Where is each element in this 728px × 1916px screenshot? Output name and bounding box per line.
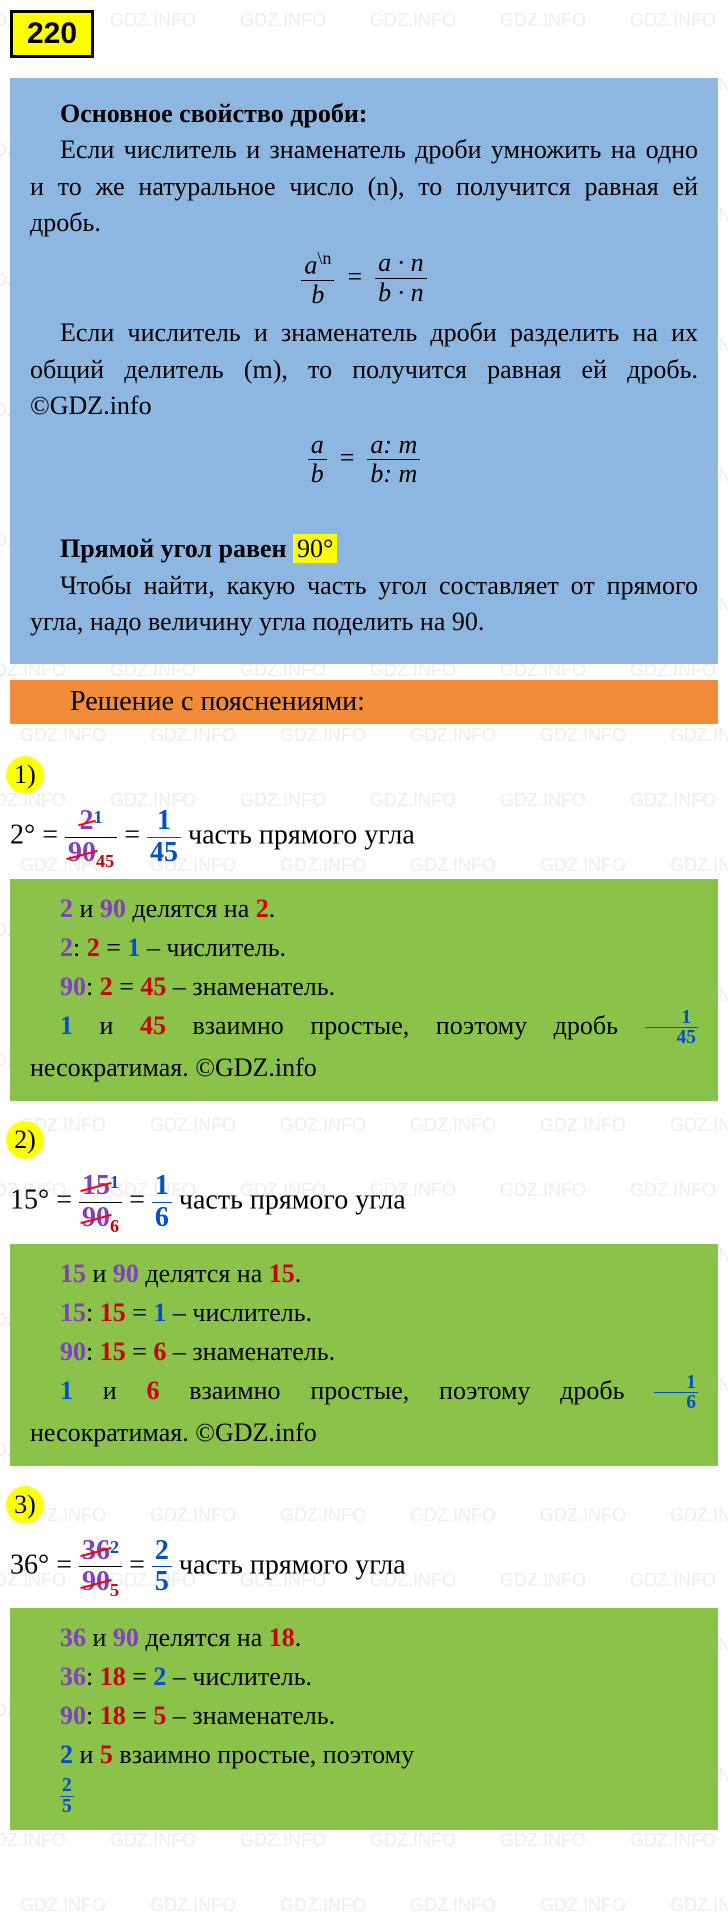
theory-para1: Если числитель и знаменатель дроби умнож… — [30, 132, 698, 241]
theory-hint: Чтобы найти, какую часть угол составляет… — [30, 568, 698, 641]
formula-2: a b = a: m b: m — [30, 425, 698, 495]
solution-header: Решение с пояснениями: — [10, 680, 718, 724]
item-number-badge: 1) — [6, 756, 44, 794]
right-angle-line: Прямой угол равен 90° — [30, 531, 698, 567]
explanation-box: 2 и 90 делятся на 2.2: 2 = 1 – числитель… — [10, 879, 718, 1101]
theory-para2: Если числитель и знаменатель дроби разде… — [30, 315, 698, 424]
formula2-left: a b — [308, 431, 327, 489]
solution-item: 3) 36° = 362905 = 25 часть прямого угла36… — [0, 1474, 728, 1831]
item-number-badge: 2) — [6, 1121, 44, 1159]
answer-line: 15° = 151906 = 16 часть прямого угла — [0, 1167, 728, 1244]
answer-line: 2° = 219045 = 145 часть прямого угла — [0, 802, 728, 879]
solution-item: 2) 15° = 151906 = 16 часть прямого угла15… — [0, 1109, 728, 1466]
formula-1: a\n b = a · n b · n — [30, 242, 698, 316]
formula1-right: a · n b · n — [375, 249, 427, 307]
angle-highlight: 90° — [293, 534, 337, 563]
theory-heading: Основное свойство дроби: — [30, 96, 698, 132]
theory-box: Основное свойство дроби: Если числитель … — [10, 78, 718, 664]
explanation-box: 36 и 90 делятся на 18.36: 18 = 2 – числи… — [10, 1608, 718, 1830]
item-number-badge: 3) — [6, 1486, 44, 1524]
answer-line: 36° = 362905 = 25 часть прямого угла — [0, 1532, 728, 1609]
page-content: 220 Основное свойство дроби: Если числит… — [0, 0, 728, 1830]
problem-number-badge: 220 — [10, 10, 94, 58]
formula2-right: a: m b: m — [367, 431, 420, 489]
explanation-box: 15 и 90 делятся на 15.15: 15 = 1 – числи… — [10, 1244, 718, 1466]
solution-item: 1) 2° = 219045 = 145 часть прямого угла2 … — [0, 744, 728, 1101]
formula1-left: a\n b — [301, 248, 334, 310]
solution-items: 1) 2° = 219045 = 145 часть прямого угла2 … — [0, 744, 728, 1830]
